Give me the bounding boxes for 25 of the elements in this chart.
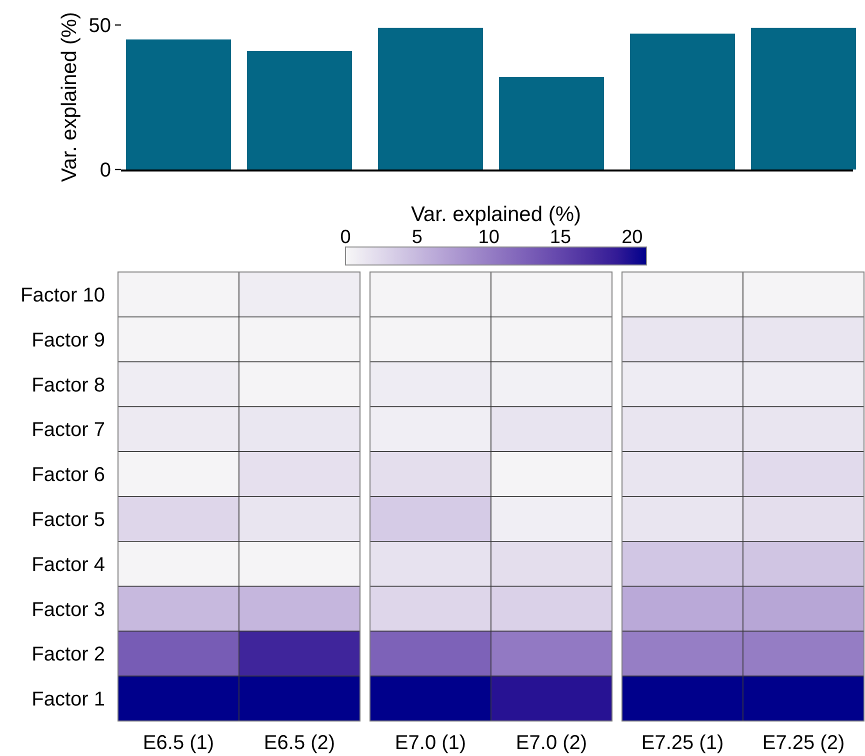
x-tick-label: E7.0 (2) — [516, 732, 588, 754]
y-tick-label: Factor 9 — [32, 329, 105, 352]
y-tick-label: Factor 6 — [32, 464, 105, 486]
x-tick-label: E7.25 (2) — [762, 732, 845, 754]
color-bar-title: Var. explained (%) — [410, 203, 582, 226]
y-tick-label: 0 — [100, 160, 111, 182]
y-tick-label: Factor 1 — [32, 688, 105, 711]
y-tick-label: Factor 4 — [32, 554, 105, 576]
x-tick-label: E6.5 (2) — [264, 732, 336, 754]
x-tick-label: E6.5 (1) — [142, 732, 214, 754]
color-bar-label: 5 — [412, 227, 422, 248]
color-bar-label: 15 — [550, 227, 572, 248]
y-tick-label: Factor 10 — [20, 284, 105, 306]
x-tick-label: E7.25 (1) — [641, 732, 724, 754]
y-tick-label: 50 — [88, 15, 111, 37]
y-tick-label: Factor 7 — [32, 419, 105, 442]
y-axis-title: Var. explained (%) — [58, 12, 81, 182]
x-tick-label: E7.0 (1) — [394, 732, 466, 754]
y-tick-label: Factor 8 — [32, 374, 105, 396]
color-bar-label: 0 — [340, 227, 351, 248]
color-bar-label: 20 — [622, 227, 643, 248]
color-bar-label: 10 — [478, 227, 500, 248]
y-tick-label: Factor 3 — [32, 598, 105, 621]
y-tick-label: Factor 2 — [32, 644, 105, 666]
y-tick-label: Factor 5 — [32, 508, 105, 531]
